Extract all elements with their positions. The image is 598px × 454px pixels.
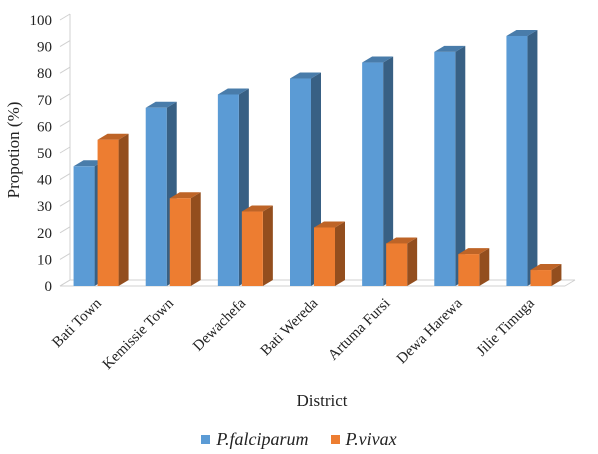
bar-top-face xyxy=(97,133,129,140)
bar-front-face xyxy=(530,270,552,286)
legend-label-vivax: P.vivax xyxy=(345,428,397,449)
bar-top-face xyxy=(506,29,538,36)
legend: P.falciparum P.vivax xyxy=(0,428,598,450)
y-tick-mark xyxy=(59,93,71,101)
bar-falciparum xyxy=(434,45,466,286)
bar-top-face xyxy=(290,72,321,79)
bar-vivax xyxy=(169,192,201,286)
bar-top-face xyxy=(458,248,490,255)
y-tick-label: 50 xyxy=(37,146,52,162)
legend-label-falciparum: P.falciparum xyxy=(216,428,309,449)
y-tick-label: 100 xyxy=(30,13,53,29)
y-tick-mark xyxy=(59,173,71,181)
bar-side-face xyxy=(479,248,490,286)
bar-front-face xyxy=(97,139,119,286)
bar-vivax xyxy=(386,237,418,286)
bar-front-face xyxy=(145,107,167,286)
x-axis-label: District xyxy=(297,391,348,410)
y-tick-label: 20 xyxy=(37,226,52,242)
bar-top-face xyxy=(241,205,273,212)
y-tick-label: 80 xyxy=(37,66,52,82)
bar-front-face xyxy=(73,166,95,286)
y-tick-label: 0 xyxy=(45,279,53,295)
y-tick-label: 30 xyxy=(37,199,52,215)
bar-side-face xyxy=(335,221,345,286)
bar-front-face xyxy=(362,62,384,287)
bar-front-face xyxy=(434,51,456,286)
y-tick-mark xyxy=(59,199,71,207)
bar-top-face xyxy=(73,160,105,167)
bar-falciparum xyxy=(506,29,538,287)
y-tick-mark xyxy=(59,146,71,154)
x-tick-label: Jilie Timuga xyxy=(474,295,538,359)
bar-top-face xyxy=(434,45,466,52)
bar-side-face xyxy=(455,45,466,286)
bar-side-face xyxy=(118,133,129,286)
bar-front-face xyxy=(506,35,528,287)
bar-front-face xyxy=(314,227,335,286)
y-axis-ticks: 0 10 20 30 40 50 60 70 80 90 100 xyxy=(30,13,71,295)
bar-side-face xyxy=(407,237,418,286)
bar-vivax xyxy=(458,248,490,286)
bar-top-face xyxy=(530,264,562,271)
y-tick-mark xyxy=(59,226,71,234)
bar-side-face xyxy=(527,29,538,287)
bar-front-face xyxy=(217,94,239,286)
y-tick-label: 60 xyxy=(37,119,52,135)
y-axis-label: Propotion (%) xyxy=(4,102,23,199)
bar-top-face xyxy=(169,192,201,199)
legend-swatch-vivax xyxy=(330,434,340,444)
bar-side-face xyxy=(551,264,562,286)
bar-front-face xyxy=(458,254,480,286)
floor-right-line xyxy=(564,279,576,287)
bar-vivax xyxy=(314,221,345,286)
legend-swatch-falciparum xyxy=(201,434,211,444)
bar-front-face xyxy=(241,211,263,286)
y-tick-mark xyxy=(59,252,71,260)
bar-top-face xyxy=(386,237,418,244)
x-tick-label: Bati Town xyxy=(49,295,105,351)
bar-front-face xyxy=(290,78,311,287)
legend-item-falciparum: P.falciparum xyxy=(201,428,309,450)
y-tick-mark xyxy=(59,119,71,127)
bar-vivax xyxy=(530,264,562,286)
y-tick-label: 70 xyxy=(37,93,52,109)
y-tick-label: 10 xyxy=(37,252,52,268)
bar-side-face xyxy=(262,205,273,286)
bar-vivax xyxy=(241,205,273,286)
y-tick-mark xyxy=(59,40,71,48)
bars xyxy=(73,29,562,287)
bar-falciparum xyxy=(362,56,394,287)
y-tick-mark xyxy=(59,13,71,21)
y-tick-label: 90 xyxy=(37,40,52,56)
bar-front-face xyxy=(386,243,408,286)
bar-top-face xyxy=(145,101,177,108)
bar-side-face xyxy=(190,192,201,286)
x-tick-label: Bati Wereda xyxy=(258,295,322,359)
x-tick-label: Dewachefa xyxy=(190,295,249,354)
bar-top-face xyxy=(362,56,394,63)
y-tick-mark xyxy=(59,279,71,287)
bar-vivax xyxy=(97,133,129,286)
y-tick-mark xyxy=(59,66,71,74)
bar-front-face xyxy=(169,198,191,286)
legend-item-vivax: P.vivax xyxy=(330,428,397,450)
chart-area: 0 10 20 30 40 50 60 70 80 90 100 Bati TownKemissie… xyxy=(4,13,576,410)
bar-top-face xyxy=(314,221,345,228)
bar-side-face xyxy=(383,56,394,287)
x-tick-label: Kemissie Town xyxy=(100,295,178,373)
bar-top-face xyxy=(217,88,249,95)
x-tick-label: Dewa Harewa xyxy=(394,295,466,367)
x-tick-label: Artuma Fursi xyxy=(325,296,393,364)
y-tick-label: 40 xyxy=(37,173,52,189)
